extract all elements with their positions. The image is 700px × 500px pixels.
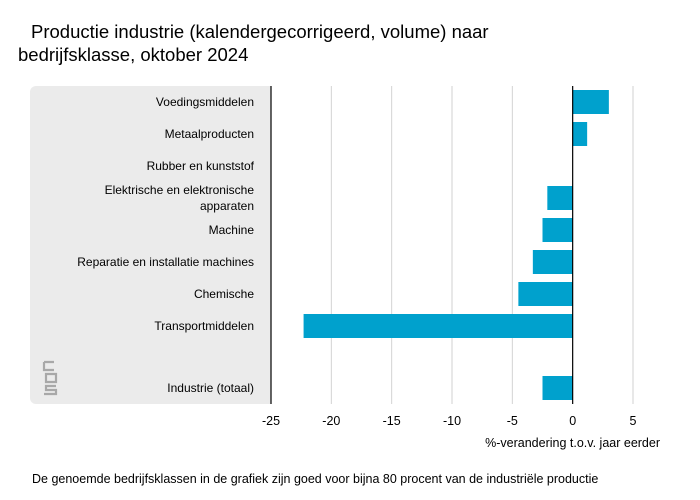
x-tick-label-6: 5 — [630, 414, 637, 428]
label-panel-right-fill — [262, 86, 271, 404]
category-label-0: Voedingsmiddelen — [156, 95, 254, 109]
category-label-7: Transportmiddelen — [154, 319, 254, 333]
x-axis-label: %-verandering t.o.v. jaar eerder — [485, 436, 660, 450]
chart-title-line-2: bedrijfsklasse, oktober 2024 — [18, 44, 249, 65]
bar-3 — [547, 186, 573, 210]
chart-title-line-1: Productie industrie (kalendergecorrigeer… — [31, 21, 489, 42]
x-axis-ticks: -25 -20 -15 -10 -5 0 5 — [262, 414, 637, 428]
x-tick-label-1: -20 — [322, 414, 340, 428]
cbs-logo-icon — [42, 360, 58, 396]
x-tick-label-2: -15 — [383, 414, 401, 428]
bar-4 — [542, 218, 573, 242]
category-label-6: Chemische — [194, 287, 254, 301]
category-label-5: Reparatie en installatie machines — [77, 255, 254, 269]
category-label-2: Rubber en kunststof — [147, 159, 255, 173]
bar-7 — [303, 314, 573, 338]
category-label-8: Industrie (totaal) — [167, 381, 254, 395]
bar-5 — [532, 250, 573, 274]
chart-title: Productie industrie (kalendergecorrigeer… — [18, 20, 618, 66]
bar-1 — [572, 122, 588, 146]
category-label-1: Metaalproducten — [165, 127, 254, 141]
x-tick-label-0: -25 — [262, 414, 280, 428]
category-label-3: Elektrische en elektronische apparaten — [105, 183, 255, 213]
footnote: De genoemde bedrijfsklassen in de grafie… — [32, 472, 599, 486]
gridlines — [330, 86, 634, 404]
x-tick-label-3: -10 — [443, 414, 461, 428]
category-label-4: Machine — [209, 223, 255, 237]
category-labels: Voedingsmiddelen Metaalproducten Rubber en… — [77, 95, 254, 395]
x-tick-label-5: 0 — [569, 414, 576, 428]
label-panel — [30, 86, 271, 404]
x-tick-label-4: -5 — [507, 414, 518, 428]
bar-0 — [572, 90, 609, 114]
bars — [303, 90, 609, 400]
bar-8 — [542, 376, 573, 400]
bar-6 — [518, 282, 573, 306]
